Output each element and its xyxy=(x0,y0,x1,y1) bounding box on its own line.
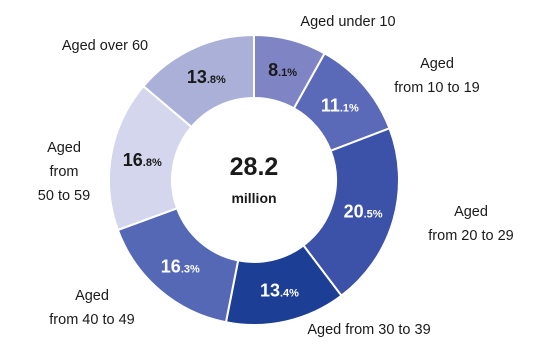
slice-percent-label: 20.5% xyxy=(344,201,383,221)
category-label: Aged over 60 xyxy=(62,38,148,54)
center-total-value: 28.2 xyxy=(230,153,279,181)
slice-percent-label: 13.4% xyxy=(260,281,299,301)
slice-percent-label: 11.1% xyxy=(321,96,359,116)
category-label: Aged from 10 to 19 xyxy=(394,56,479,96)
category-label: Aged from 50 to 59 xyxy=(38,140,90,204)
slice-percent-label: 8.1% xyxy=(268,60,297,80)
category-labels: Aged under 10 Aged from 10 to 19 Aged from 2… xyxy=(38,14,514,338)
center-total-unit: million xyxy=(231,190,276,206)
donut-center: 28.2 million xyxy=(230,153,279,206)
donut-slices xyxy=(108,33,400,326)
percent-labels: 8.1% 11.1% 20.5% 13.4% 16.3% 16.8% 13.8% xyxy=(123,60,383,300)
donut-slice xyxy=(302,127,400,298)
slice-percent-label: 16.3% xyxy=(161,256,200,276)
slice-percent-label: 16.8% xyxy=(123,150,162,170)
category-label: Aged from 20 to 29 xyxy=(428,204,513,244)
slice-percent-label: 13.8% xyxy=(187,67,226,87)
category-label: Aged under 10 xyxy=(300,14,395,30)
donut-slice xyxy=(142,33,255,129)
category-label: Aged from 30 to 39 xyxy=(307,322,430,338)
category-label: Aged from 40 to 49 xyxy=(49,288,134,328)
